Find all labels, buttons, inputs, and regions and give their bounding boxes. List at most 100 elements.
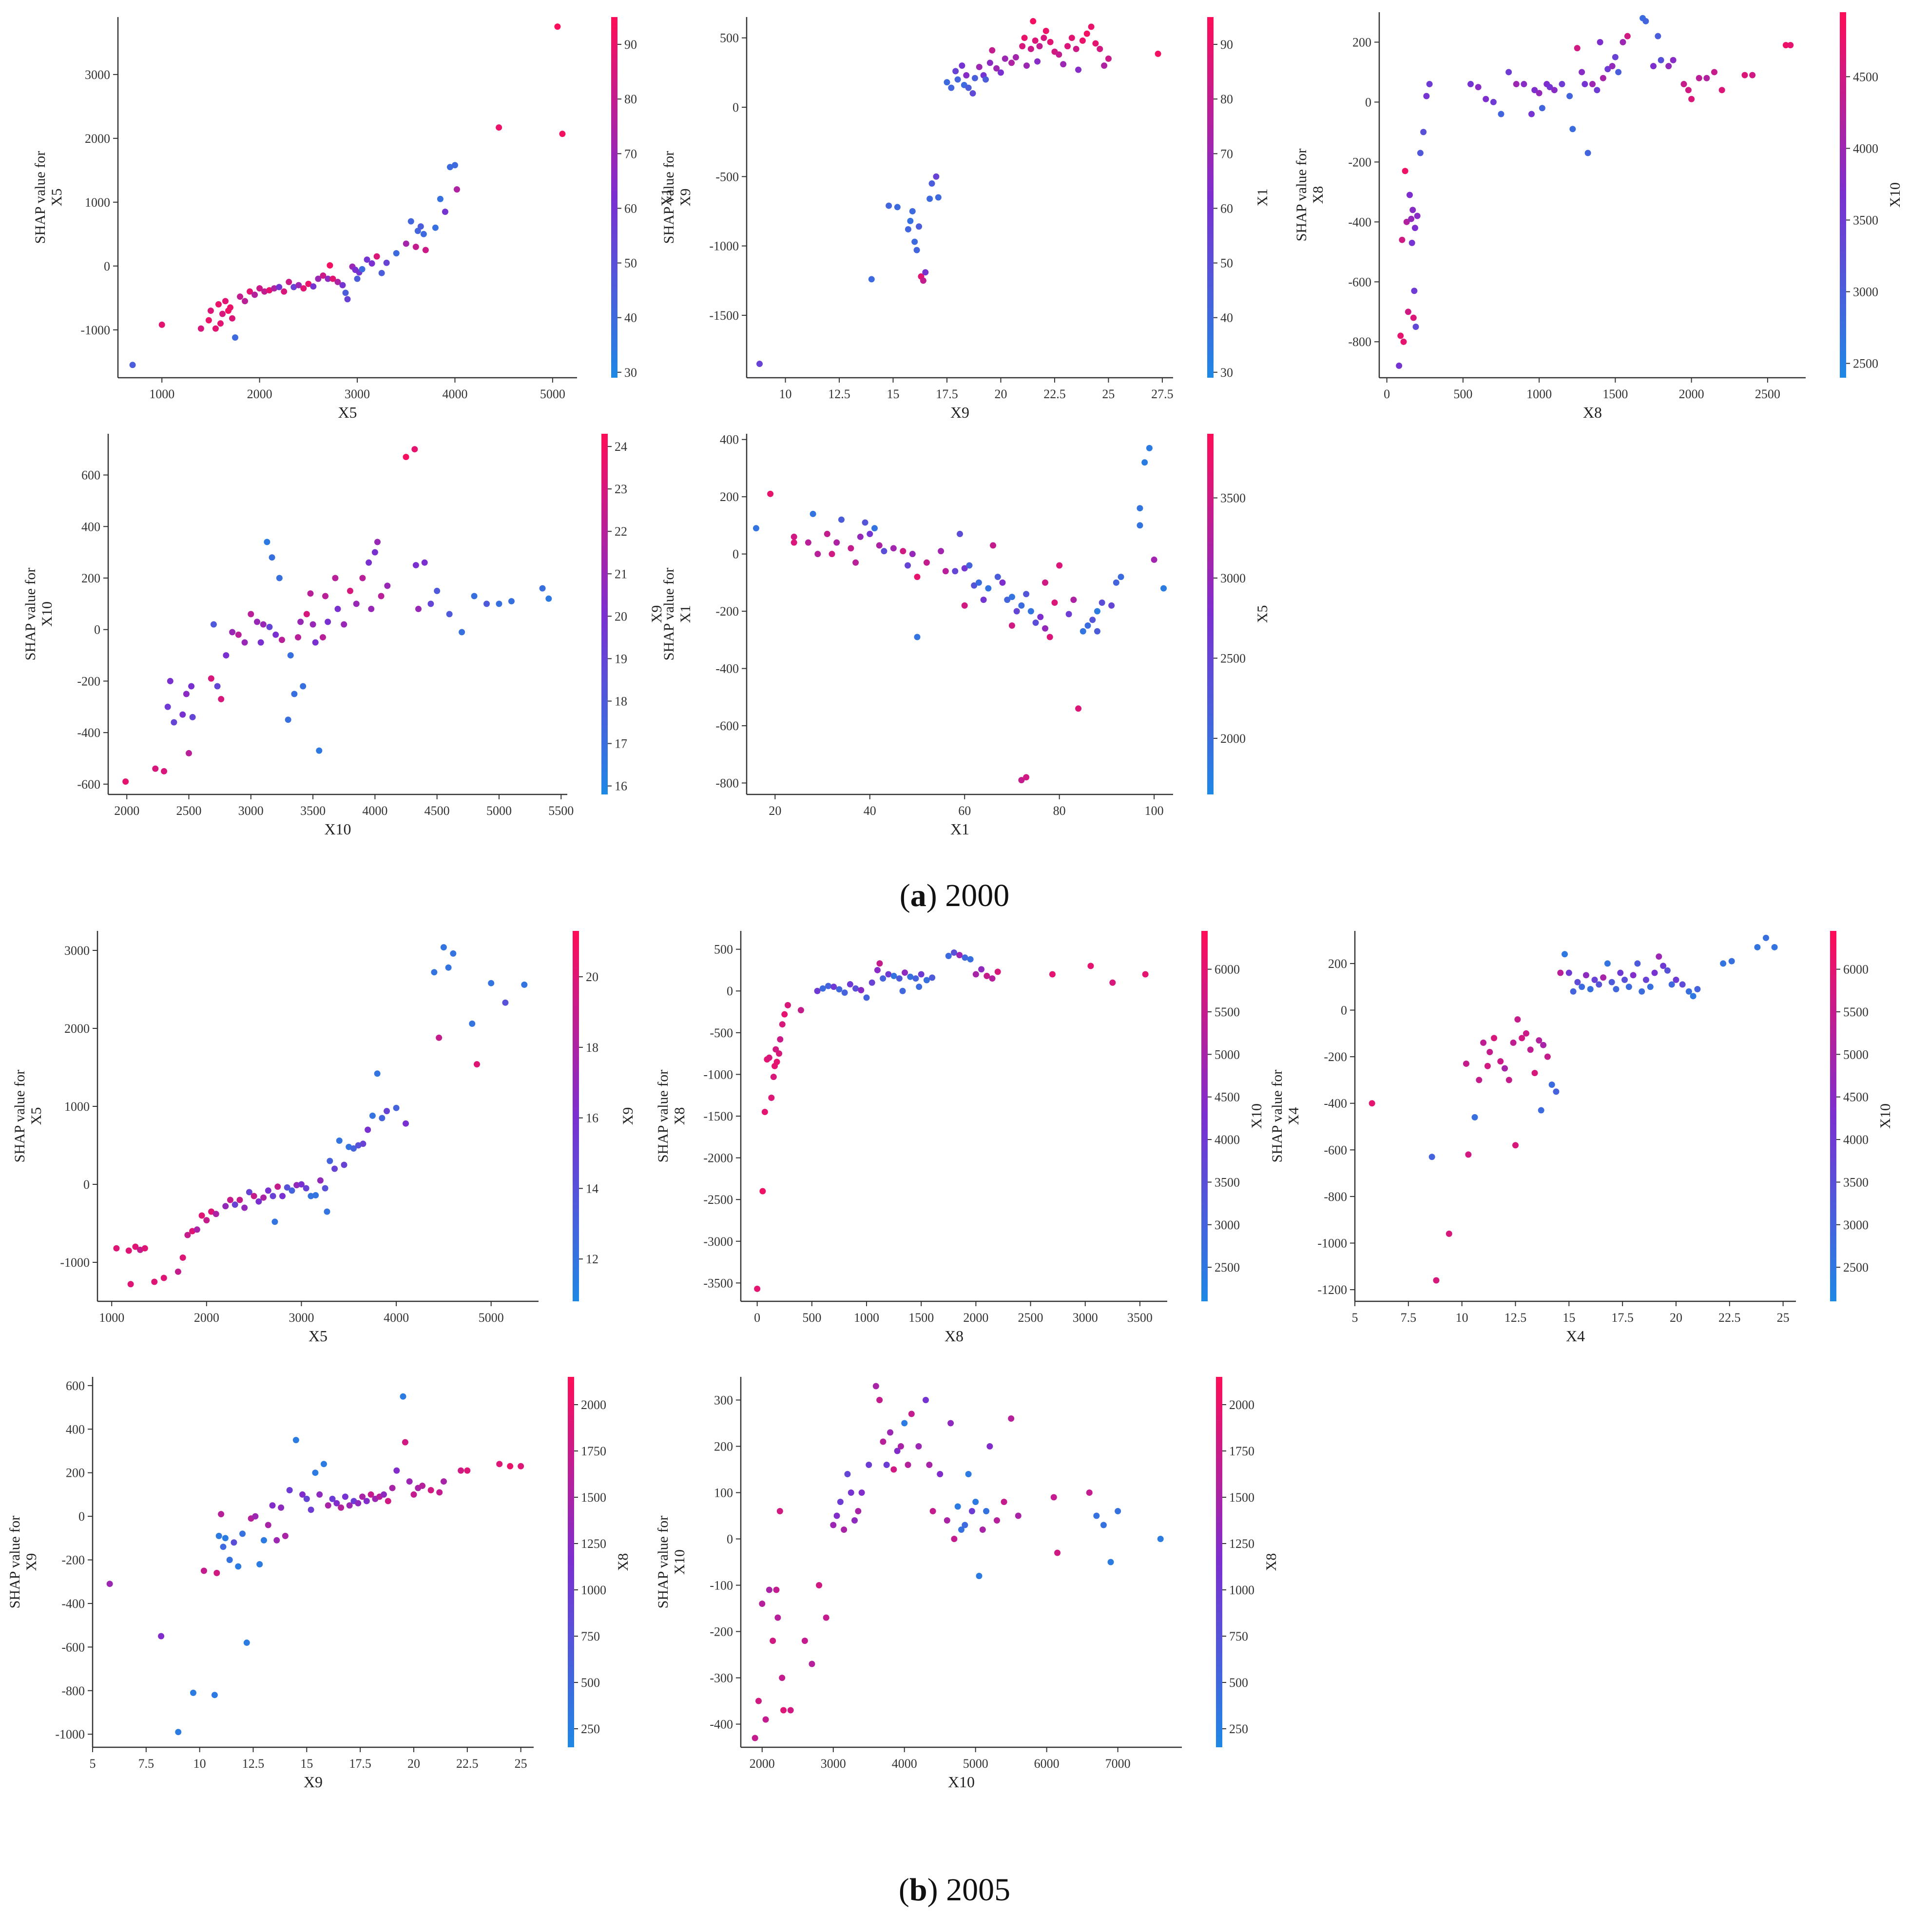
data-point — [773, 1586, 780, 1593]
data-point — [1027, 608, 1034, 615]
y-axis-label: SHAP value forX5 — [32, 151, 65, 244]
y-tick-label: -1000 — [80, 323, 110, 337]
data-point — [852, 985, 859, 992]
data-point — [359, 266, 366, 272]
data-point — [237, 293, 244, 300]
data-point — [1041, 35, 1047, 41]
colorbar-tick-label: 3500 — [1843, 1175, 1869, 1189]
data-point — [1023, 62, 1030, 69]
colorbar-tick-label: 16 — [615, 779, 627, 793]
data-point — [945, 952, 952, 959]
data-point — [972, 971, 979, 978]
colorbar-tick-label: 1250 — [1229, 1537, 1254, 1551]
caption-a: (a) 2000 — [899, 878, 1010, 913]
data-point — [1051, 599, 1058, 606]
data-point — [243, 1639, 250, 1646]
y-tick-label: 0 — [83, 1178, 90, 1192]
data-point — [801, 1638, 808, 1644]
data-point — [292, 1437, 299, 1444]
y-tick-label: -400 — [1348, 215, 1371, 229]
data-point — [863, 994, 870, 1001]
data-point — [1569, 126, 1576, 133]
data-point — [287, 652, 294, 659]
data-point — [1762, 934, 1769, 941]
y-tick-label: -400 — [710, 1718, 733, 1732]
data-point — [1032, 37, 1039, 44]
data-point — [938, 548, 945, 555]
data-point — [907, 973, 914, 980]
data-point — [985, 585, 992, 592]
data-point — [752, 1735, 758, 1741]
colorbar-tick-label: 70 — [1220, 147, 1233, 161]
data-point — [986, 1443, 993, 1449]
data-point — [830, 1522, 837, 1528]
data-point — [231, 1539, 237, 1546]
colorbar-tick-label: 19 — [615, 652, 627, 666]
colorbar-tick-label: 4000 — [1215, 1133, 1240, 1147]
y-axis-label: SHAP value forX5 — [12, 1070, 44, 1163]
x-tick-label: 5000 — [479, 1311, 504, 1325]
data-point — [857, 533, 864, 540]
x-tick-label: 12.5 — [242, 1757, 265, 1771]
data-point — [1597, 39, 1603, 45]
scatter-points — [1369, 934, 1778, 1284]
data-point — [1741, 72, 1748, 78]
data-point — [310, 283, 317, 290]
data-point — [412, 562, 419, 569]
data-point — [346, 1502, 353, 1509]
data-point — [1018, 602, 1025, 609]
x-tick-label: 5 — [90, 1757, 96, 1771]
x-tick-label: 25 — [515, 1757, 527, 1771]
data-point — [1664, 967, 1671, 974]
x-axis-label: X10 — [948, 1773, 975, 1791]
data-point — [464, 1467, 471, 1474]
data-point — [819, 985, 826, 992]
data-point — [868, 276, 875, 283]
colorbar — [1207, 434, 1214, 794]
data-point — [972, 1499, 979, 1505]
data-point — [184, 1232, 191, 1238]
data-point — [303, 1185, 309, 1192]
y-tick-label: -600 — [1348, 275, 1371, 289]
data-point — [1408, 215, 1415, 222]
data-point — [1539, 105, 1545, 112]
data-point — [1075, 705, 1082, 712]
data-point — [213, 1569, 220, 1576]
data-point — [841, 1526, 848, 1533]
data-point — [876, 1397, 883, 1403]
y-tick-label: -400 — [61, 1597, 85, 1611]
data-point — [952, 68, 959, 75]
data-point — [374, 539, 381, 545]
data-point — [814, 551, 821, 558]
data-point — [1604, 960, 1611, 967]
y-tick-label: -1000 — [55, 1727, 85, 1741]
data-point — [437, 195, 444, 202]
colorbar-tick-label: 18 — [615, 694, 627, 708]
data-point — [1094, 608, 1100, 615]
data-point — [266, 287, 273, 294]
y-tick-label: 0 — [733, 100, 739, 115]
data-point — [1490, 98, 1497, 105]
data-point — [171, 719, 177, 726]
chart-a4: 2000 2500 3000 3500 4000 4500 5000 5500-600-400… — [22, 434, 665, 838]
chart-a3: 0 500 1000 1500 2000 2500 -800 -600 -400 -200 0 200… — [1293, 12, 1903, 421]
caption-b-year: 2005 — [946, 1872, 1011, 1908]
data-point — [232, 334, 239, 341]
data-point — [1475, 84, 1482, 91]
colorbar-label: X10 — [1877, 1103, 1893, 1129]
data-point — [342, 1493, 348, 1500]
data-point — [1079, 37, 1086, 44]
colorbar-tick-label: 5500 — [1215, 1005, 1240, 1019]
y-tick-label: 0 — [94, 623, 100, 637]
data-point — [894, 1448, 901, 1454]
data-point — [329, 275, 336, 282]
y-tick-label: 400 — [720, 433, 739, 447]
data-point — [1594, 87, 1600, 94]
data-point — [1591, 976, 1598, 983]
data-point — [190, 1689, 196, 1696]
data-point — [312, 1192, 319, 1198]
data-point — [1369, 1100, 1375, 1107]
data-point — [1037, 614, 1044, 620]
x-tick-label: 5000 — [963, 1757, 988, 1771]
data-point — [1480, 1039, 1487, 1046]
